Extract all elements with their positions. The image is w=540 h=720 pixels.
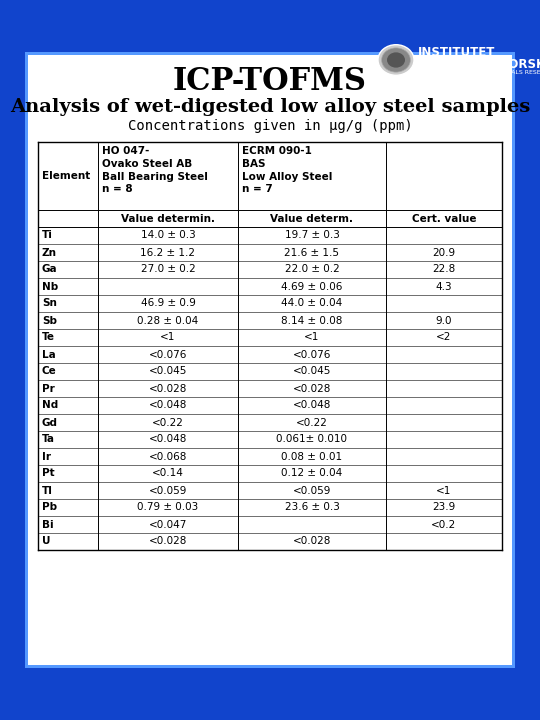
Ellipse shape <box>387 53 405 68</box>
Ellipse shape <box>382 48 410 72</box>
Text: Gd: Gd <box>42 418 58 428</box>
Text: U: U <box>42 536 51 546</box>
Text: <0.076: <0.076 <box>293 349 331 359</box>
Text: Te: Te <box>42 333 55 343</box>
Text: 27.0 ± 0.2: 27.0 ± 0.2 <box>140 264 195 274</box>
Text: <0.028: <0.028 <box>293 384 331 394</box>
Text: <0.047: <0.047 <box>149 520 187 529</box>
Text: 14.0 ± 0.3: 14.0 ± 0.3 <box>140 230 195 240</box>
Text: 22.0 ± 0.2: 22.0 ± 0.2 <box>285 264 339 274</box>
Text: <0.14: <0.14 <box>152 469 184 479</box>
Text: 9.0: 9.0 <box>436 315 453 325</box>
Text: 0.28 ± 0.04: 0.28 ± 0.04 <box>137 315 199 325</box>
Text: Analysis of wet-digested low alloy steel samples: Analysis of wet-digested low alloy steel… <box>10 98 530 116</box>
Text: <0.028: <0.028 <box>149 384 187 394</box>
Text: Concentrations given in μg/g (ppm): Concentrations given in μg/g (ppm) <box>127 119 413 133</box>
Text: Ti: Ti <box>42 230 53 240</box>
Text: 16.2 ± 1.2: 16.2 ± 1.2 <box>140 248 195 258</box>
Text: <0.048: <0.048 <box>149 400 187 410</box>
Text: Tl: Tl <box>42 485 53 495</box>
Text: <0.2: <0.2 <box>431 520 457 529</box>
Text: <0.22: <0.22 <box>296 418 328 428</box>
Bar <box>38 142 502 550</box>
Text: FÖR METALLFORSKNING: FÖR METALLFORSKNING <box>418 58 540 71</box>
Text: Ir: Ir <box>42 451 51 462</box>
Text: Ga: Ga <box>42 264 58 274</box>
Text: 22.8: 22.8 <box>433 264 456 274</box>
Text: <0.059: <0.059 <box>293 485 331 495</box>
Text: <0.045: <0.045 <box>149 366 187 377</box>
Text: <0.048: <0.048 <box>149 434 187 444</box>
Text: 21.6 ± 1.5: 21.6 ± 1.5 <box>285 248 340 258</box>
Text: 23.9: 23.9 <box>433 503 456 513</box>
Text: Value determin.: Value determin. <box>121 214 215 223</box>
Text: 4.69 ± 0.06: 4.69 ± 0.06 <box>281 282 343 292</box>
Text: Nd: Nd <box>42 400 58 410</box>
Text: Nb: Nb <box>42 282 58 292</box>
Text: Element: Element <box>42 171 90 181</box>
Text: INSTITUTET: INSTITUTET <box>418 47 495 60</box>
Text: 0.08 ± 0.01: 0.08 ± 0.01 <box>281 451 342 462</box>
Text: Ta: Ta <box>42 434 55 444</box>
Text: Sb: Sb <box>42 315 57 325</box>
Text: Ce: Ce <box>42 366 57 377</box>
Text: Value determ.: Value determ. <box>271 214 354 223</box>
Text: 19.7 ± 0.3: 19.7 ± 0.3 <box>285 230 340 240</box>
Text: 46.9 ± 0.9: 46.9 ± 0.9 <box>140 299 195 308</box>
Text: Cert. value: Cert. value <box>412 214 476 223</box>
Text: 8.14 ± 0.08: 8.14 ± 0.08 <box>281 315 343 325</box>
Text: 44.0 ± 0.04: 44.0 ± 0.04 <box>281 299 342 308</box>
FancyBboxPatch shape <box>28 55 512 665</box>
Text: 0.061± 0.010: 0.061± 0.010 <box>276 434 348 444</box>
Text: ECRM 090-1
BAS
Low Alloy Steel
n = 7: ECRM 090-1 BAS Low Alloy Steel n = 7 <box>242 146 333 194</box>
Text: <0.028: <0.028 <box>149 536 187 546</box>
Text: Bi: Bi <box>42 520 53 529</box>
Text: SWEDISH INSTITUTE FOR METALS RESEARCH: SWEDISH INSTITUTE FOR METALS RESEARCH <box>418 70 540 74</box>
Text: 20.9: 20.9 <box>433 248 456 258</box>
Text: 4.3: 4.3 <box>436 282 453 292</box>
Text: ICP-TOFMS: ICP-TOFMS <box>173 66 367 97</box>
Text: <1: <1 <box>436 485 451 495</box>
Text: 0.79 ± 0.03: 0.79 ± 0.03 <box>137 503 199 513</box>
Text: Pb: Pb <box>42 503 57 513</box>
Text: <0.068: <0.068 <box>149 451 187 462</box>
Text: <2: <2 <box>436 333 451 343</box>
Text: 23.6 ± 0.3: 23.6 ± 0.3 <box>285 503 340 513</box>
Text: <0.028: <0.028 <box>293 536 331 546</box>
Text: <1: <1 <box>160 333 176 343</box>
Text: <0.048: <0.048 <box>293 400 331 410</box>
Text: Zn: Zn <box>42 248 57 258</box>
Text: 0.12 ± 0.04: 0.12 ± 0.04 <box>281 469 342 479</box>
Text: Sn: Sn <box>42 299 57 308</box>
Text: La: La <box>42 349 56 359</box>
Text: <0.059: <0.059 <box>149 485 187 495</box>
Ellipse shape <box>378 45 414 76</box>
Text: <0.076: <0.076 <box>149 349 187 359</box>
Text: Pt: Pt <box>42 469 55 479</box>
Text: <1: <1 <box>305 333 320 343</box>
Text: <0.22: <0.22 <box>152 418 184 428</box>
Text: <0.045: <0.045 <box>293 366 331 377</box>
Text: HO 047-
Ovako Steel AB
Ball Bearing Steel
n = 8: HO 047- Ovako Steel AB Ball Bearing Stee… <box>102 146 208 194</box>
Text: Pr: Pr <box>42 384 55 394</box>
FancyBboxPatch shape <box>25 52 515 668</box>
